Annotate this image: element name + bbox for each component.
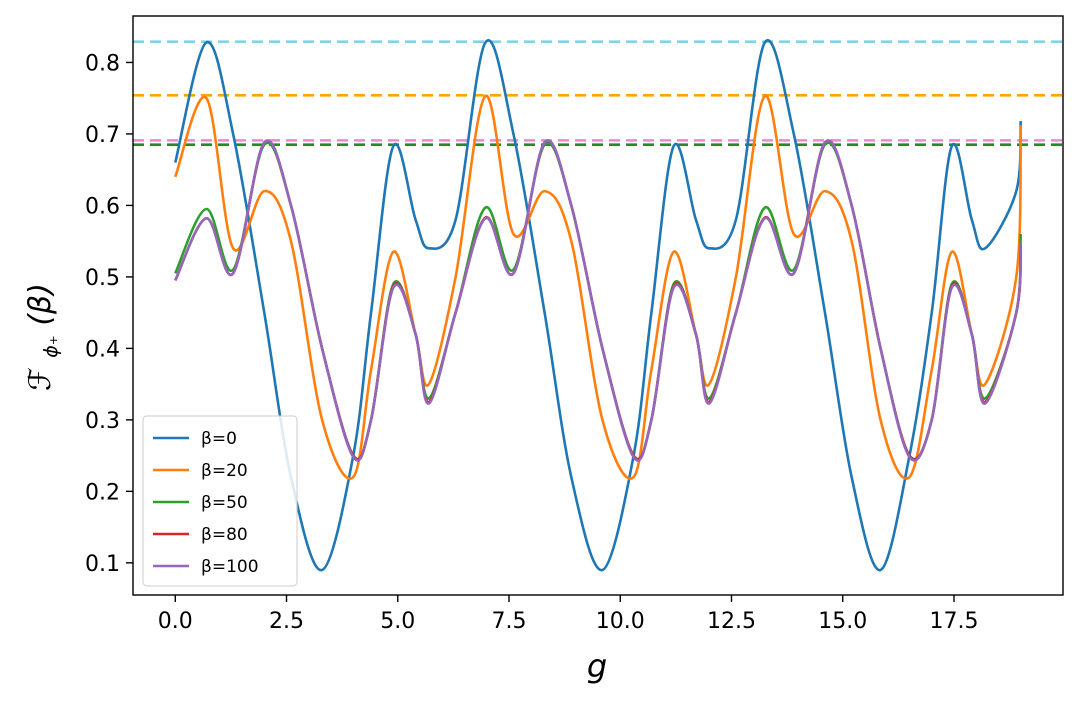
legend-label: β=100 [201, 557, 259, 577]
legend-label: β=0 [201, 429, 237, 449]
x-tick-label: 10.0 [596, 609, 645, 634]
y-axis-label-main: ℱ [23, 367, 58, 391]
legend-box [142, 415, 298, 587]
plot-area [133, 39, 1063, 572]
x-tick-label: 7.5 [492, 609, 527, 634]
x-tick-label: 5.0 [380, 609, 415, 634]
x-tick-label: 17.5 [929, 609, 978, 634]
y-tick-label: 0.1 [85, 552, 120, 577]
y-tick-label: 0.5 [85, 266, 120, 291]
x-tick-label: 0.0 [158, 609, 193, 634]
legend-label: β=20 [201, 461, 248, 481]
legend-label: β=80 [201, 525, 248, 545]
y-axis-label: ℱ ϕ₊ (β) [23, 283, 65, 391]
x-tick-label: 15.0 [818, 609, 867, 634]
x-tick-label: 12.5 [707, 609, 756, 634]
x-tick-label: 2.5 [269, 609, 304, 634]
x-axis: 0.0 2.5 5.0 7.5 10.0 12.5 15.0 17.5 [158, 595, 978, 634]
x-axis-label: g [587, 647, 607, 685]
legend: β=0 β=20 β=50 β=80 β=100 [142, 415, 298, 587]
reference-lines [133, 40, 1063, 146]
series-lines [174, 39, 1023, 572]
y-tick-label: 0.8 [85, 51, 120, 76]
y-tick-label: 0.7 [85, 123, 120, 148]
plot-frame [132, 15, 1064, 596]
y-axis: 0.1 0.2 0.3 0.4 0.5 0.6 0.7 0.8 [85, 51, 133, 577]
series-line-0 [174, 39, 1023, 572]
svg-text:ℱ ϕ₊ (β): ℱ ϕ₊ (β) [23, 283, 65, 391]
y-axis-label-sub: ϕ₊ [40, 335, 62, 358]
y-tick-label: 0.6 [85, 194, 120, 219]
y-tick-label: 0.3 [85, 409, 120, 434]
y-tick-label: 0.2 [85, 480, 120, 505]
y-tick-label: 0.4 [85, 337, 120, 362]
y-axis-label-arg: (β) [23, 283, 58, 326]
series-line-4 [174, 139, 1023, 462]
legend-label: β=50 [201, 493, 248, 513]
